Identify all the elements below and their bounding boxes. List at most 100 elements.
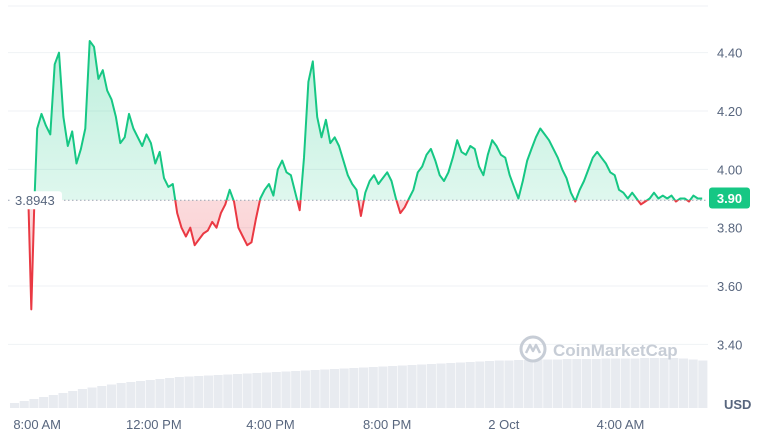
volume-bar: [601, 358, 611, 408]
volume-bar: [543, 359, 553, 408]
volume-bar: [678, 358, 689, 408]
volume-bar: [591, 359, 601, 408]
volume-bar: [116, 383, 126, 408]
volume-bar: [291, 371, 301, 408]
volume-bar: [174, 377, 184, 408]
volume-bar: [320, 369, 330, 408]
currency-label: USD: [724, 397, 751, 412]
volume-bar: [77, 389, 87, 408]
volume-bar: [106, 384, 117, 408]
volume-bar: [698, 360, 708, 408]
watermark: CoinMarketCap: [519, 335, 678, 363]
price-line-up: [33, 40, 703, 201]
volume-bar: [48, 395, 58, 408]
y-tick-label: 4.40: [717, 46, 742, 61]
y-tick-label: 3.60: [717, 279, 742, 294]
x-tick-label: 4:00 PM: [246, 417, 294, 432]
price-area: [28, 41, 703, 310]
volume-bar: [417, 364, 427, 408]
volume-bar: [242, 373, 252, 408]
volume-bar: [271, 372, 281, 408]
x-axis: 8:00 AM 12:00 PM 4:00 PM 8:00 PM 2 Oct 4:00 A…: [13, 417, 644, 432]
volume-bar: [552, 359, 562, 408]
area-above-baseline: [28, 41, 703, 201]
volume-bar: [349, 368, 359, 408]
current-price-badge: 3.90: [709, 187, 750, 209]
volume-bar: [126, 382, 136, 408]
volume-bar: [68, 391, 78, 408]
coinmarketcap-logo-icon: [519, 335, 547, 363]
volume-bar: [368, 367, 378, 408]
volume-bar: [378, 366, 388, 408]
volume-bar: [300, 370, 310, 408]
volume-bar: [252, 373, 262, 408]
volume-bar: [475, 361, 485, 408]
volume-bar: [465, 362, 475, 408]
volume-bar: [165, 378, 175, 408]
volume-bar: [611, 358, 621, 408]
volume-bar: [504, 360, 514, 408]
volume-bar: [388, 366, 398, 408]
volume-bar: [39, 397, 49, 408]
volume-bar: [688, 359, 698, 408]
volume-bar: [194, 376, 204, 408]
volume-bar: [232, 374, 243, 408]
volume-bar: [649, 358, 659, 408]
volume-bar: [262, 372, 272, 408]
volume-bar: [659, 358, 669, 408]
price-line-down: [27, 200, 692, 311]
y-tick-label: 3.40: [717, 337, 742, 352]
volume-bar: [669, 358, 679, 408]
volume-bar: [455, 362, 466, 408]
price-line: [27, 40, 703, 311]
volume-bar: [397, 365, 407, 408]
volume-bar: [58, 393, 68, 408]
volume-bar: [10, 403, 20, 408]
volume-bar: [426, 364, 436, 408]
y-axis: 3.40 3.60 3.80 4.00 4.20 4.40: [717, 46, 742, 353]
y-tick-label: 4.00: [717, 162, 742, 177]
volume-bar: [19, 401, 29, 408]
volume-bar: [446, 363, 456, 408]
volume-bar: [640, 358, 650, 408]
baseline-label-text: 3.8943: [15, 193, 55, 208]
volume-bar: [281, 371, 291, 408]
volume-bar: [533, 359, 543, 408]
volume-bar: [29, 399, 39, 408]
volume-bar: [359, 367, 369, 408]
x-tick-label: 12:00 PM: [126, 417, 182, 432]
baseline-label: 3.8943: [10, 191, 62, 210]
volume-bar: [145, 380, 155, 408]
volume-bar: [514, 360, 524, 408]
volume-bar: [339, 368, 349, 408]
volume-bar: [310, 370, 320, 408]
volume-bar: [630, 358, 640, 408]
volume-bar: [87, 387, 97, 408]
volume-bar: [407, 365, 417, 408]
volume-bar: [184, 376, 194, 408]
volume-bar: [155, 379, 165, 408]
x-tick-label: 8:00 AM: [13, 417, 61, 432]
volume-bars: [10, 358, 708, 408]
volume-bar: [329, 369, 340, 408]
volume-bar: [203, 375, 213, 408]
volume-bar: [436, 363, 446, 408]
volume-bar: [97, 386, 107, 408]
current-price-text: 3.90: [717, 191, 742, 206]
volume-bar: [213, 375, 223, 408]
x-tick-label: 4:00 AM: [597, 417, 645, 432]
volume-bar: [572, 359, 582, 408]
volume-bar: [562, 359, 572, 408]
volume-bar: [494, 360, 504, 408]
volume-bar: [485, 361, 495, 408]
watermark-text: CoinMarketCap: [553, 341, 678, 360]
y-tick-label: 4.20: [717, 104, 742, 119]
area-below-baseline: [28, 200, 690, 310]
x-tick-label: 8:00 PM: [363, 417, 411, 432]
volume-bar: [136, 381, 146, 408]
volume-bar: [620, 358, 630, 408]
y-tick-label: 3.80: [717, 221, 742, 236]
volume-bar: [581, 359, 592, 408]
